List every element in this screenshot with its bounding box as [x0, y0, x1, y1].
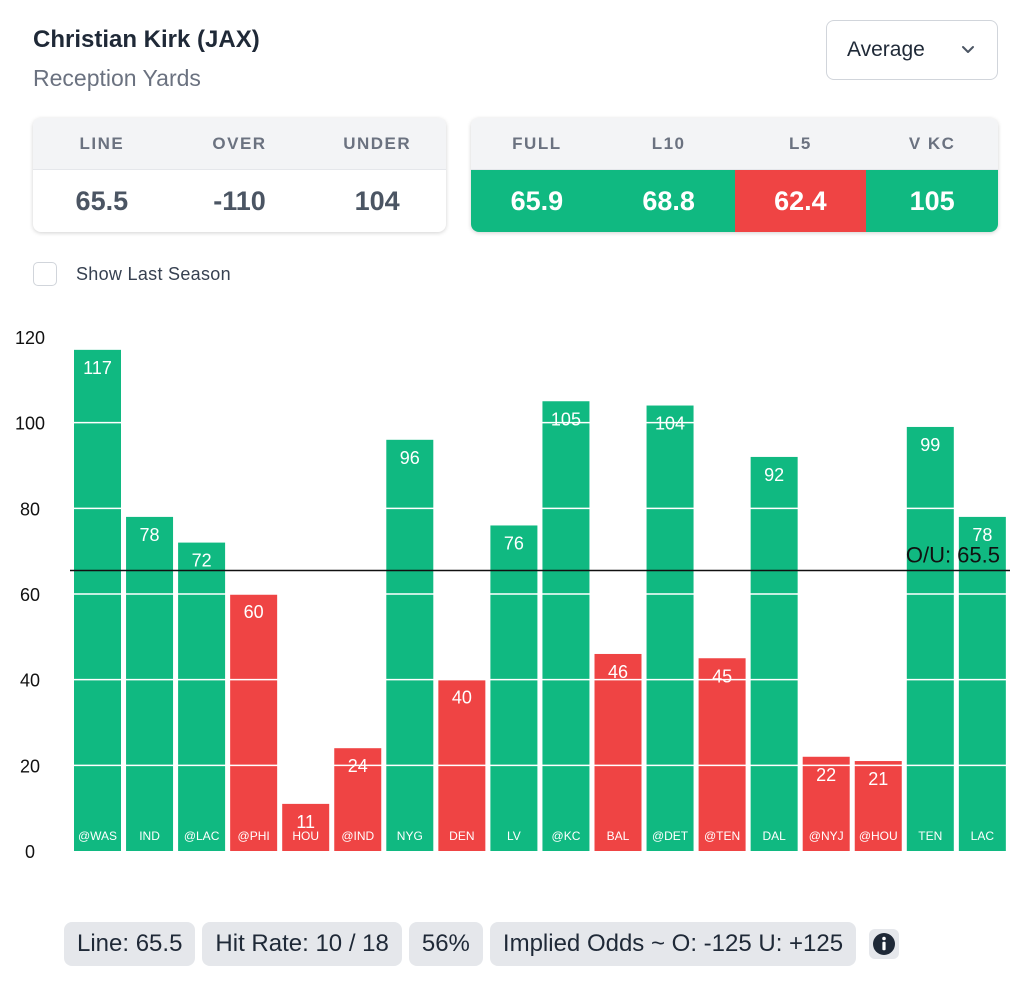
bar-value-label: 104 [655, 414, 685, 434]
odds-card-header: LINE OVER UNDER [33, 118, 446, 170]
y-tick-label: 80 [20, 499, 40, 519]
game-log-bar-chart: 0 20 40 60 80 100 120 117 @WAS 78 IND 72 @LAC 60 @PHI 1… [15, 328, 1010, 862]
bar-category-label: LAC [971, 829, 995, 843]
chevron-down-icon [962, 46, 974, 53]
bar-at-ten[interactable] [698, 658, 746, 851]
y-tick-label: 120 [15, 328, 45, 348]
bar-value-label: 96 [400, 448, 420, 468]
bar-at-nyj[interactable] [802, 756, 850, 851]
line-pill: Line: 65.5 [64, 922, 196, 966]
stat-name: Reception Yards [33, 65, 201, 91]
bar-value-label: 105 [551, 409, 581, 429]
averages-card-values: 65.9 68.8 62.4 105 [471, 170, 998, 232]
bars-group [74, 349, 1006, 851]
bar-category-label: NYG [397, 829, 423, 843]
averages-card-header: FULL L10 L5 V KC [471, 118, 998, 170]
bar-value-label: 117 [83, 358, 112, 378]
y-tick-label: 20 [20, 756, 40, 776]
bar-value-label: 46 [608, 662, 628, 682]
bar-at-phi[interactable] [230, 594, 278, 851]
bar-category-label: @LAC [184, 829, 220, 843]
vs-kc-header: V KC [908, 133, 956, 153]
bar-ind[interactable] [126, 516, 174, 851]
show-last-season-toggle[interactable]: Show Last Season [33, 262, 231, 286]
bar-value-label: 78 [140, 525, 160, 545]
bar-category-label: @TEN [704, 829, 740, 843]
bar-value-label: 11 [296, 812, 315, 832]
bar-at-lac[interactable] [178, 542, 226, 851]
bar-lac[interactable] [958, 516, 1006, 851]
show-last-season-label: Show Last Season [76, 263, 231, 284]
bar-at-was[interactable] [74, 349, 121, 851]
bar-category-label: HOU [292, 829, 319, 843]
bar-category-label: LV [507, 829, 521, 843]
bar-hou[interactable] [282, 803, 330, 851]
bar-value-label: 21 [868, 769, 888, 789]
bar-value-label: 40 [452, 688, 472, 708]
bar-value-label: 76 [504, 533, 524, 553]
bar-lv[interactable] [490, 525, 538, 851]
player-name: Christian Kirk (JAX) [33, 26, 260, 53]
odds-card-values: 65.5 -110 104 [33, 170, 446, 232]
bar-value-label: 22 [816, 765, 836, 785]
y-tick-label: 40 [20, 671, 40, 691]
bar-ten[interactable] [906, 426, 954, 851]
full-header: FULL [512, 133, 562, 153]
bar-category-label: @WAS [78, 829, 117, 843]
info-icon[interactable] [869, 929, 900, 959]
line-header: LINE [79, 133, 125, 153]
l5-header: L5 [788, 133, 812, 153]
bar-dal[interactable] [750, 456, 798, 851]
dropdown-selected-value: Average [847, 38, 925, 61]
under-header: UNDER [343, 133, 412, 153]
bar-category-label: @KC [552, 829, 581, 843]
odds-card: LINE OVER UNDER 65.5 -110 104 [33, 118, 446, 232]
l10-header: L10 [651, 133, 686, 153]
summary-footer: Line: 65.5 Hit Rate: 10 / 18 56% Implied… [64, 922, 900, 966]
bar-bal[interactable] [594, 653, 642, 851]
show-last-season-checkbox[interactable] [33, 262, 57, 286]
bar-category-label: @IND [341, 829, 374, 843]
y-tick-label: 60 [20, 585, 40, 605]
over-header: OVER [212, 133, 267, 153]
bar-category-label: @DET [652, 829, 689, 843]
bar-nyg[interactable] [386, 439, 434, 851]
bar-category-label: DAL [762, 829, 786, 843]
bar-value-label: 72 [192, 551, 212, 571]
over-odds-value: -110 [213, 185, 266, 216]
over-under-label: O/U: 65.5 [906, 542, 1000, 567]
bar-category-label: TEN [918, 829, 942, 843]
bar-category-label: @NYJ [809, 829, 844, 843]
bar-category-label: BAL [607, 829, 630, 843]
bar-value-label: 92 [764, 465, 784, 485]
vs-kc-average-value: 105 [866, 170, 998, 232]
l10-average-value: 68.8 [602, 170, 735, 232]
line-value: 65.5 [75, 185, 129, 216]
bar-category-label: @HOU [859, 829, 898, 843]
bar-value-label: 60 [244, 602, 264, 622]
bar-category-label: @PHI [238, 829, 270, 843]
bar-value-label: 45 [712, 666, 732, 686]
hit-rate-pill: Hit Rate: 10 / 18 [202, 922, 402, 966]
bar-at-kc[interactable] [542, 401, 590, 851]
full-average-value: 65.9 [471, 170, 603, 232]
average-dropdown[interactable]: Average [826, 20, 998, 80]
implied-odds-pill: Implied Odds ~ O: -125 U: +125 [489, 922, 857, 966]
bar-value-label: 78 [972, 525, 992, 545]
y-tick-label: 100 [15, 414, 45, 434]
hit-percent-pill: 56% [408, 922, 483, 966]
l5-average-value: 62.4 [734, 170, 867, 232]
y-tick-label: 0 [25, 842, 35, 862]
bar-value-label: 99 [920, 435, 940, 455]
bar-at-hou[interactable] [854, 761, 902, 851]
bar-value-label: 24 [348, 756, 368, 776]
bar-at-det[interactable] [646, 405, 694, 851]
bar-category-label: DEN [449, 829, 474, 843]
bar-category-label: IND [139, 829, 160, 843]
under-odds-value: 104 [354, 185, 400, 216]
averages-card: FULL L10 L5 V KC 65.9 68.8 62.4 105 [471, 118, 998, 232]
